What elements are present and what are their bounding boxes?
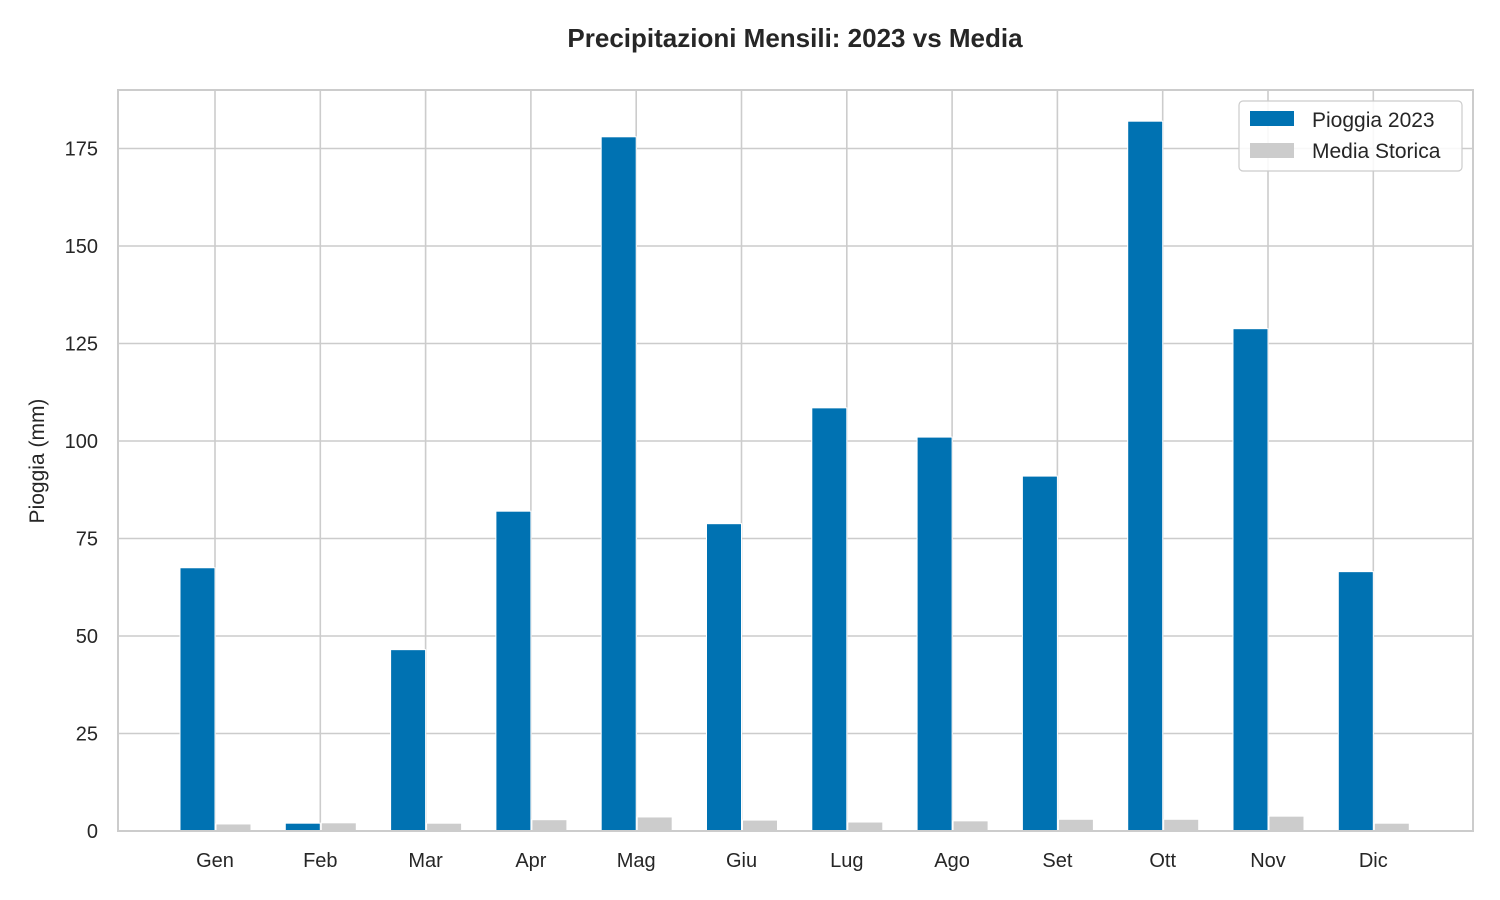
bar	[916, 436, 953, 832]
x-tick-label: Ago	[934, 850, 970, 872]
y-tick-label: 25	[76, 724, 98, 746]
y-tick-labels: 0 25 50 75 100 125 150 175	[65, 139, 98, 844]
x-tick-label: Gen	[196, 850, 234, 872]
bar	[1163, 818, 1200, 832]
bar	[811, 407, 848, 832]
bar	[706, 523, 742, 832]
bar	[1057, 818, 1094, 832]
x-tick-label: Ott	[1149, 850, 1176, 872]
x-tick-labels: Gen Feb Mar Apr Mag Giu Lug Ago Set Ott Nov Dic	[196, 850, 1388, 872]
bar	[742, 819, 778, 832]
bar	[284, 822, 321, 832]
x-tick-label: Set	[1042, 850, 1072, 872]
series-1	[215, 815, 1410, 832]
y-tick-label: 100	[65, 431, 98, 453]
x-tick-label: Feb	[303, 850, 337, 872]
bar	[426, 822, 463, 832]
y-tick-label: 125	[65, 334, 98, 356]
bar	[636, 816, 673, 832]
bar	[1021, 475, 1058, 832]
legend-label-media-storica: Media Storica	[1312, 140, 1441, 163]
x-tick-label: Apr	[515, 850, 546, 872]
y-tick-label: 75	[76, 529, 98, 551]
x-tick-label: Lug	[830, 850, 863, 872]
bar	[847, 821, 884, 832]
bar	[600, 136, 637, 832]
legend-label-pioggia-2023: Pioggia 2023	[1312, 109, 1435, 132]
plot-border	[117, 89, 1474, 832]
bar	[495, 510, 532, 832]
bar	[320, 822, 357, 832]
legend-box	[1238, 100, 1463, 172]
x-tick-label: Nov	[1250, 850, 1286, 872]
bar	[215, 823, 252, 832]
y-tick-label: 175	[65, 139, 98, 161]
y-tick-label: 0	[87, 821, 98, 843]
bar	[952, 820, 989, 832]
y-tick-label: 150	[65, 236, 98, 258]
bar	[1268, 815, 1305, 832]
plot-area	[118, 90, 1473, 831]
x-tick-label: Mag	[617, 850, 656, 872]
bar	[1373, 822, 1410, 832]
x-tick-label: Mar	[408, 850, 443, 872]
legend-swatch-pioggia-2023	[1250, 111, 1294, 126]
bar	[1127, 120, 1164, 832]
bar	[1232, 328, 1269, 832]
x-tick-label: Dic	[1359, 850, 1388, 872]
y-tick-label: 50	[76, 626, 98, 648]
legend-swatch-media-storica	[1250, 143, 1294, 158]
bar	[1337, 571, 1374, 832]
legend: Pioggia 2023 Media Storica	[1238, 100, 1463, 172]
x-tick-label: Giu	[726, 850, 757, 872]
chart-title: Precipitazioni Mensili: 2023 vs Media	[567, 23, 1023, 53]
bar	[531, 819, 568, 832]
bar	[179, 567, 216, 832]
y-axis-label: Pioggia (mm)	[26, 399, 49, 524]
bar	[390, 649, 427, 832]
